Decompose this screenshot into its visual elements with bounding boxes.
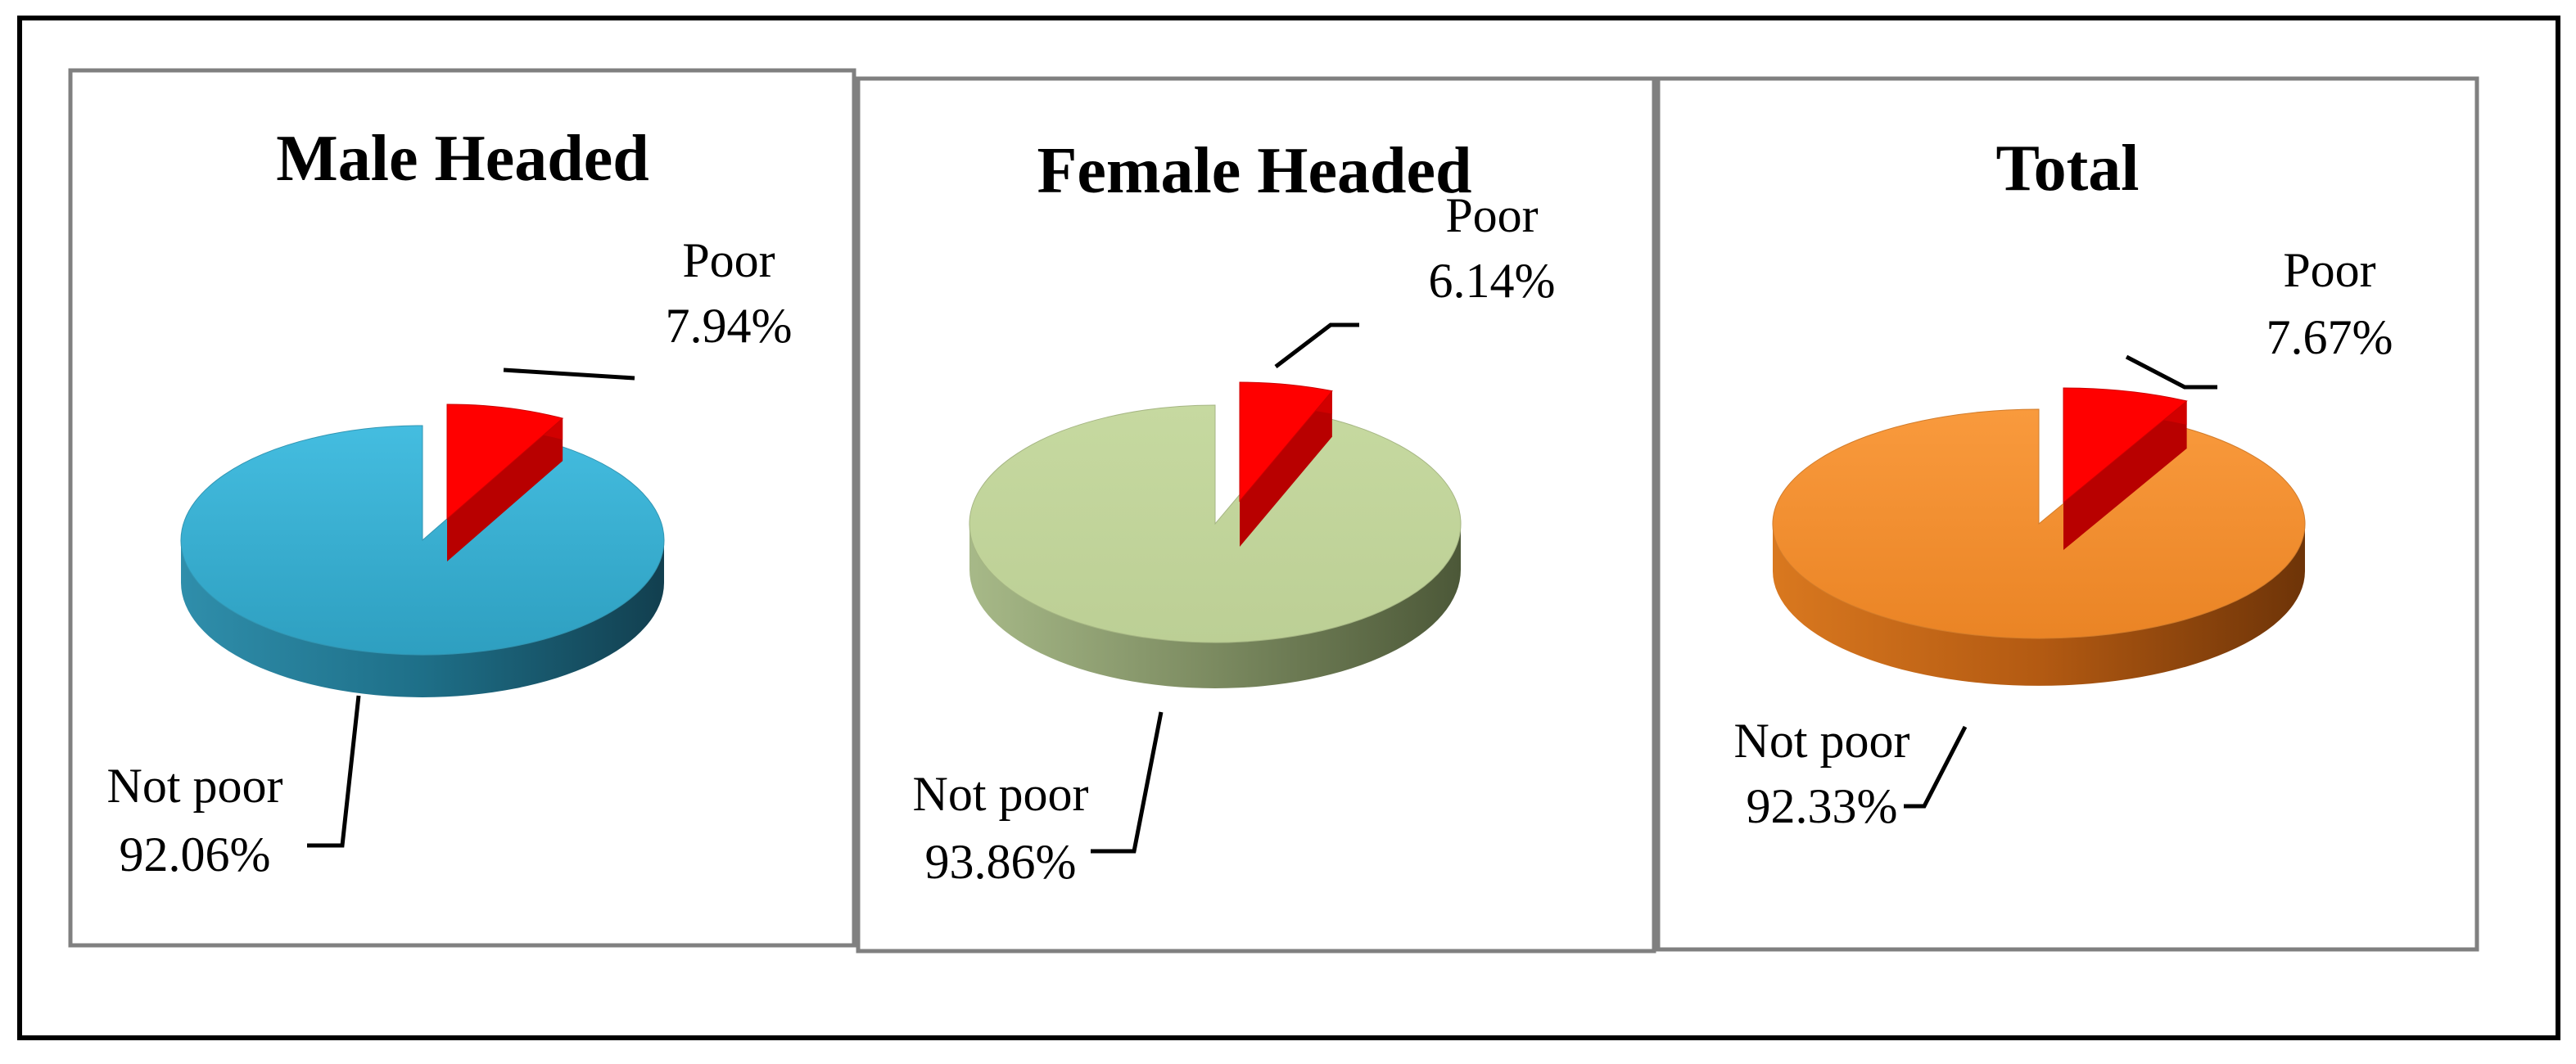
category-label-poor: Poor [2283,243,2375,297]
category-label-poor: Poor [1445,188,1538,242]
panel-female-headed: Female Headed Poor 6.14% Not poor 93.86% [856,76,1656,954]
leader-line-not-poor [1904,725,1968,809]
category-label-poor: Poor [682,233,775,287]
leader-line-poor [503,367,635,381]
value-label-poor: 6.14% [1429,254,1556,308]
pie-3d [969,381,1462,688]
slice-not-poor [1772,408,2306,639]
slice-poor [1239,381,1333,503]
slice-side-not-poor [1773,524,2305,686]
value-label-not-poor: 92.06% [120,827,271,881]
slice-poor [446,404,564,521]
category-label-not-poor: Not poor [913,767,1089,821]
value-label-poor: 7.94% [666,299,793,353]
panel-total: Total Poor 7.67% Not poor 92.33% [1656,76,2479,952]
leader-line-poor [2125,354,2217,390]
pie-3d [1772,387,2306,686]
pie-3d [180,404,665,697]
slice-poor [2063,387,2188,504]
chart-title: Male Headed [276,123,649,195]
chart-title: Total [1996,133,2140,205]
slice-side-poor [447,418,563,561]
slice-side-not-poor [969,524,1461,688]
category-label-not-poor: Not poor [1734,714,1910,768]
leader-line-not-poor [1091,711,1164,854]
slice-not-poor [969,404,1462,643]
category-label-not-poor: Not poor [107,759,283,813]
panel-male-headed: Male Headed Poor 7.94% Not poor 92.06% [68,68,856,948]
slice-side-not-poor [181,540,664,697]
value-label-poor: 7.67% [2266,310,2393,364]
slice-not-poor [180,425,665,656]
value-label-not-poor: 93.86% [925,835,1077,889]
value-label-not-poor: 92.33% [1747,779,1898,833]
leader-line-not-poor [307,695,361,848]
chart-title: Female Headed [1037,135,1472,207]
slice-side-poor [2063,400,2187,550]
leader-line-poor [1274,322,1359,368]
slice-side-poor [1240,390,1332,547]
